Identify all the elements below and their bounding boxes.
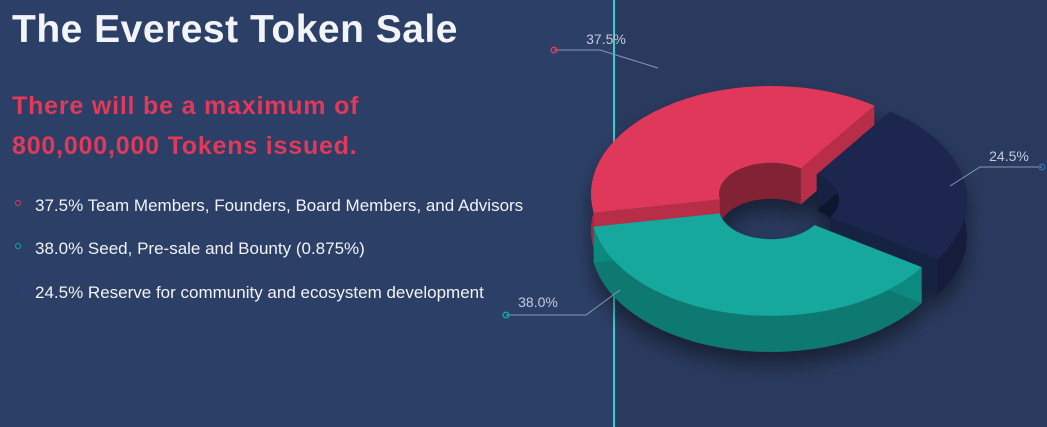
legend-marker-seed	[15, 243, 21, 249]
slice-top-reserve	[816, 111, 967, 260]
leader-line-seed	[506, 289, 621, 316]
legend-item-seed: 38.0% Seed, Pre-sale and Bounty (0.875%)	[14, 239, 534, 259]
data-label-text-seed: 38.0%	[518, 294, 558, 310]
label-dot-team	[550, 46, 558, 54]
label-dot-seed	[502, 311, 510, 319]
data-label-text-team: 37.5%	[586, 31, 626, 47]
leader-line-reserve	[949, 166, 1042, 187]
legend-marker-team	[15, 200, 21, 206]
legend-marker-reserve	[15, 287, 21, 293]
slice-seed	[593, 213, 922, 352]
legend-item-team: 37.5% Team Members, Founders, Board Memb…	[14, 196, 534, 216]
legend-text-seed: 38.0% Seed, Pre-sale and Bounty (0.875%)	[35, 239, 365, 258]
token-cap-subtitle: There will be a maximum of 800,000,000 T…	[12, 92, 360, 160]
slice-top-team	[591, 86, 875, 213]
data-label-seed: 38.0%	[502, 289, 621, 319]
donut-body	[591, 86, 967, 352]
legend-text-team: 37.5% Team Members, Founders, Board Memb…	[35, 196, 524, 215]
data-label-team: 37.5%	[550, 31, 659, 69]
page-title: The Everest Token Sale	[12, 8, 458, 51]
legend-text-reserve: 24.5% Reserve for community and ecosyste…	[35, 283, 484, 302]
slice-top-seed	[593, 213, 922, 316]
allocation-legend: 37.5% Team Members, Founders, Board Memb…	[14, 196, 534, 303]
data-label-reserve: 24.5%	[949, 148, 1046, 187]
data-label-text-reserve: 24.5%	[989, 148, 1029, 164]
slice-inner-team	[719, 162, 801, 236]
leader-line-team	[554, 49, 659, 69]
slice-side-seed	[593, 226, 922, 352]
legend-item-reserve: 24.5% Reserve for community and ecosyste…	[14, 283, 534, 303]
label-dot-reserve	[1038, 163, 1046, 171]
